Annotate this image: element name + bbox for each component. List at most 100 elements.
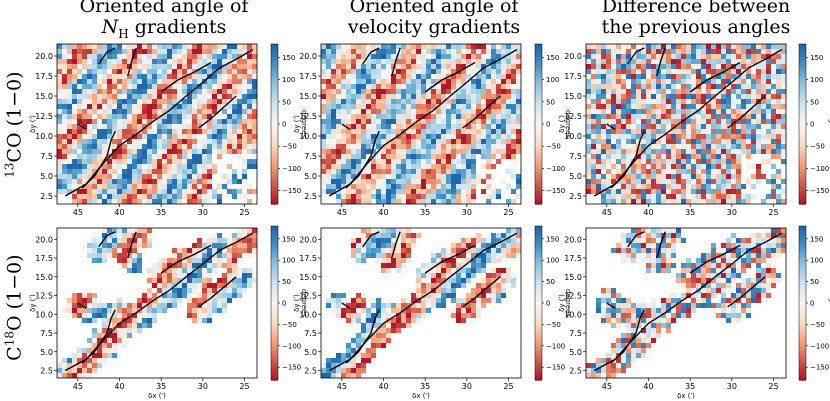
heatmap-cell: [456, 243, 461, 248]
y-tick-label: 17.5: [299, 72, 317, 81]
heatmap-cell: [466, 179, 471, 184]
heatmap-cell: [396, 253, 401, 258]
heatmap-cell: [411, 99, 416, 104]
heatmap-cell: [406, 318, 411, 323]
heatmap-cell: [506, 99, 511, 104]
heatmap-cell: [162, 134, 167, 139]
heatmap-cell: [122, 189, 127, 194]
heatmap-cell: [401, 313, 406, 318]
heatmap-cell: [152, 303, 157, 308]
colorbar-segment: [535, 231, 542, 235]
heatmap-cell: [451, 258, 456, 263]
heatmap-cell: [326, 94, 331, 99]
heatmap-cell: [346, 343, 351, 348]
heatmap-cell: [346, 89, 351, 94]
filament-line: [160, 244, 212, 274]
heatmap-cell: [421, 308, 426, 313]
heatmap-cell: [127, 268, 132, 273]
heatmap-cell: [197, 144, 202, 149]
heatmap-cell: [142, 189, 147, 194]
heatmap-cell: [177, 169, 182, 174]
colorbar-segment: [271, 110, 278, 114]
heatmap-cell: [92, 308, 97, 313]
heatmap-cell: [511, 273, 516, 278]
heatmap-cell: [197, 44, 202, 49]
heatmap-cell: [736, 84, 741, 89]
heatmap-cell: [506, 139, 511, 144]
heatmap-cell: [202, 89, 207, 94]
heatmap-cell: [237, 114, 242, 119]
colorbar-tick-label: −50: [546, 143, 561, 151]
heatmap-cell: [641, 69, 646, 74]
heatmap-cell: [222, 99, 227, 104]
heatmap-cell: [436, 199, 441, 204]
heatmap-cell: [401, 169, 406, 174]
heatmap-cell: [421, 129, 426, 134]
colorbar-segment: [271, 46, 278, 50]
heatmap-cell: [321, 154, 326, 159]
heatmap-cell: [207, 59, 212, 64]
heatmap-cell: [97, 74, 102, 79]
heatmap-cell: [217, 114, 222, 119]
heatmap-cell: [97, 49, 102, 54]
heatmap-cell: [626, 164, 631, 169]
heatmap-cell: [92, 49, 97, 54]
heatmap-cell: [67, 368, 72, 373]
heatmap-cell: [376, 59, 381, 64]
heatmap-cell: [217, 64, 222, 69]
heatmap-cell: [132, 169, 137, 174]
colorbar-segment: [535, 292, 542, 296]
heatmap-cell: [436, 303, 441, 308]
heatmap-cell: [87, 64, 92, 69]
heatmap-cell: [207, 44, 212, 49]
heatmap-cell: [127, 59, 132, 64]
colorbar-segment: [535, 156, 542, 160]
colorbar-tick-label: 0: [282, 300, 286, 308]
heatmap-cell: [431, 179, 436, 184]
heatmap-cell: [491, 94, 496, 99]
heatmap-cell: [117, 328, 122, 333]
heatmap-cell: [396, 124, 401, 129]
heatmap-cell: [336, 358, 341, 363]
heatmap-cell: [456, 89, 461, 94]
heatmap-cell: [421, 169, 426, 174]
heatmap-cell: [426, 169, 431, 174]
heatmap-cell: [152, 268, 157, 273]
heatmap-cell: [366, 164, 371, 169]
colorbar-tick-label: 150: [282, 235, 295, 243]
colorbar-segment: [535, 201, 542, 205]
heatmap-cell: [516, 194, 521, 199]
heatmap-cell: [501, 69, 506, 74]
heatmap-cell: [661, 159, 666, 164]
heatmap-cell: [736, 129, 741, 134]
heatmap-cell: [117, 333, 122, 338]
heatmap-cell: [736, 59, 741, 64]
heatmap-cell: [247, 253, 252, 258]
heatmap-cell: [506, 44, 511, 49]
heatmap-cell: [87, 318, 92, 323]
colorbar-segment: [535, 84, 542, 88]
heatmap-cell: [212, 99, 217, 104]
heatmap-cell: [406, 89, 411, 94]
heatmap-cell: [137, 174, 142, 179]
heatmap-cell: [212, 89, 217, 94]
heatmap-cell: [391, 159, 396, 164]
heatmap-cell: [386, 54, 391, 59]
heatmap-cell: [426, 109, 431, 114]
heatmap-cell: [102, 94, 107, 99]
heatmap-cell: [746, 64, 751, 69]
heatmap-cell: [207, 114, 212, 119]
colorbar-segment: [271, 145, 278, 149]
heatmap-cell: [396, 159, 401, 164]
heatmap-cell: [326, 79, 331, 84]
heatmap-cell: [396, 139, 401, 144]
heatmap-cell: [346, 134, 351, 139]
heatmap-cell: [132, 263, 137, 268]
heatmap-cell: [82, 368, 87, 373]
heatmap-cell: [626, 69, 631, 74]
heatmap-cell: [466, 189, 471, 194]
heatmap-cell: [636, 159, 641, 164]
heatmap-cell: [671, 89, 676, 94]
heatmap-cell: [222, 54, 227, 59]
